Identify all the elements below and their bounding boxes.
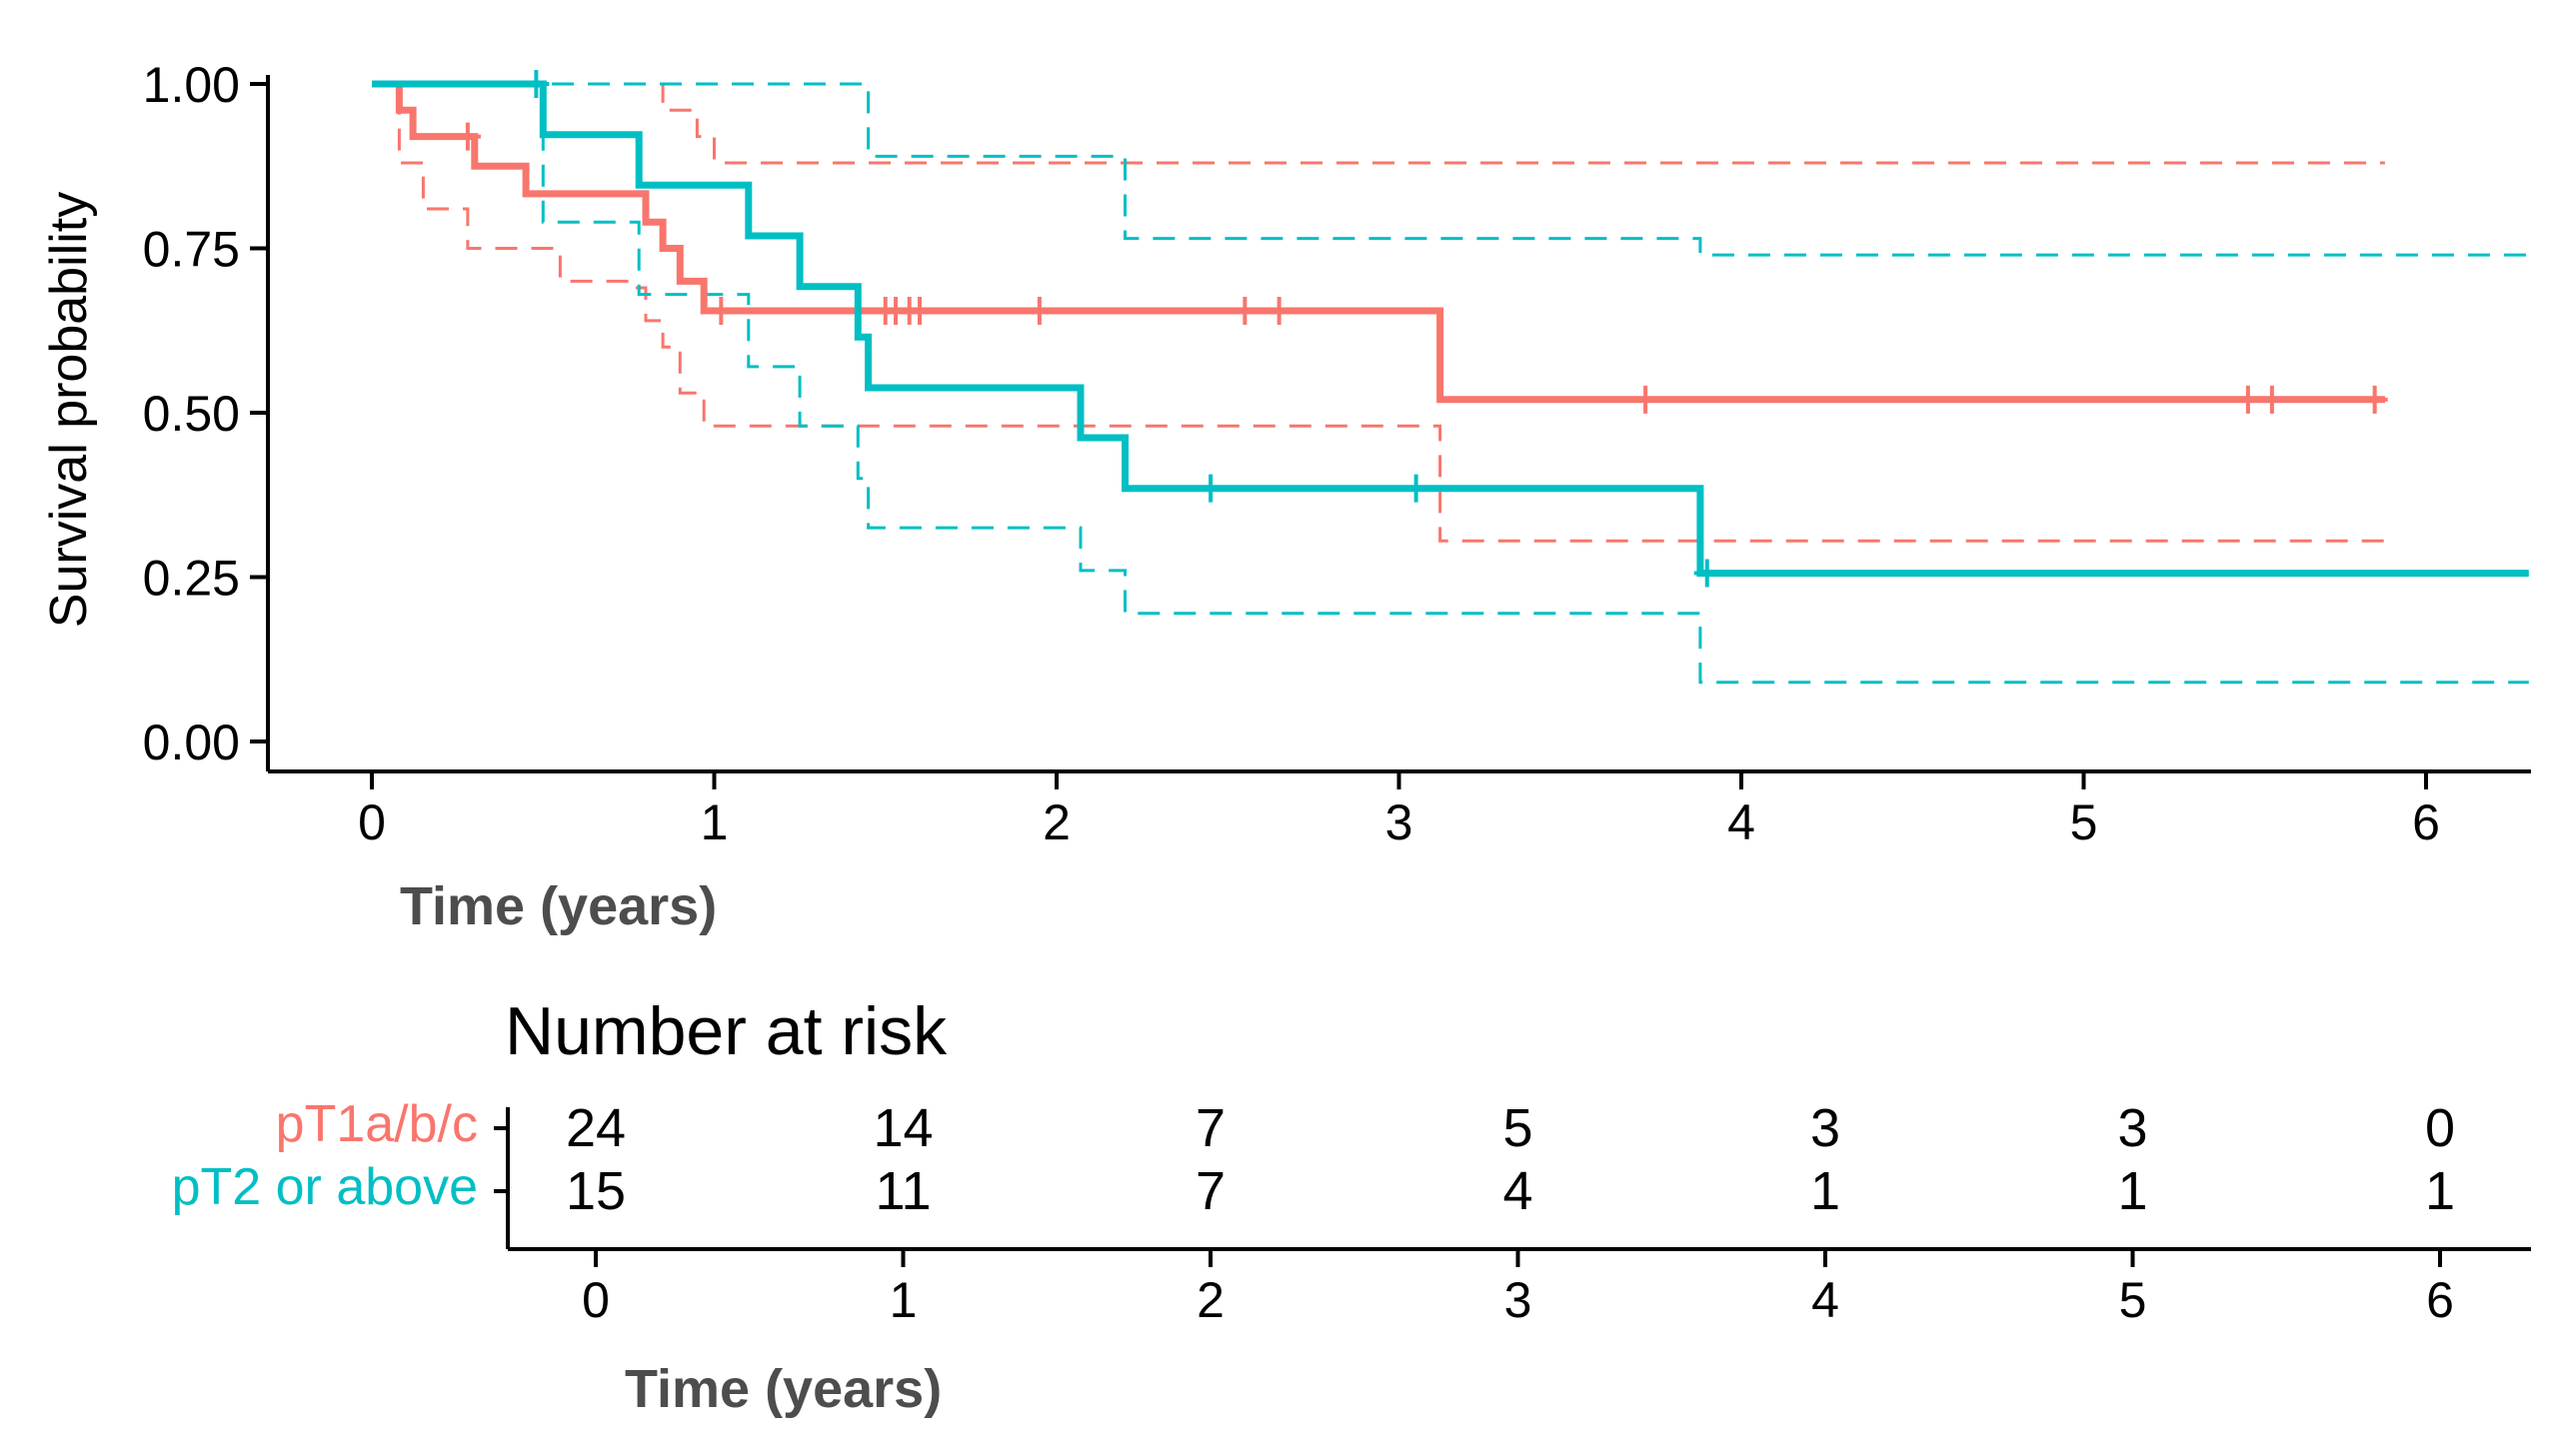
risk-count: 1	[2117, 1161, 2147, 1221]
pt2-ci-upper-line	[372, 82, 2529, 257]
risk-x-tick-label: 5	[2119, 1272, 2147, 1328]
survival-curves	[372, 80, 2529, 578]
pt2-censor-mark	[1198, 474, 1225, 503]
risk-count: 0	[2425, 1098, 2455, 1158]
x-tick-label: 2	[1043, 794, 1071, 850]
pt2-censor-mark	[1693, 559, 1720, 588]
risk-table-title: Number at risk	[505, 993, 948, 1069]
risk-count: 15	[566, 1161, 626, 1221]
x-tick-label: 0	[358, 794, 386, 850]
x-tick-label: 4	[1727, 794, 1755, 850]
risk-count: 4	[1502, 1161, 1532, 1221]
risk-count: 3	[1810, 1098, 1840, 1158]
pt2-ci-lower-line	[372, 82, 2529, 685]
risk-count: 14	[873, 1098, 933, 1158]
risk-count: 5	[1502, 1098, 1532, 1158]
risk-count: 1	[1810, 1161, 1840, 1221]
pt1-censor-mark	[2234, 385, 2261, 414]
x-axis-title: Time (years)	[400, 876, 717, 936]
pt1-censor-mark	[708, 297, 735, 326]
risk-count: 11	[875, 1161, 931, 1221]
x-tick-label: 1	[701, 794, 729, 850]
pt2-censor-mark	[1402, 474, 1429, 503]
y-tick-label: 0.75	[143, 222, 240, 278]
risk-count: 1	[2425, 1161, 2455, 1221]
pt1-censor-mark	[1266, 297, 1292, 326]
pt1-survival-line	[372, 80, 2385, 404]
risk-count: 7	[1196, 1098, 1226, 1158]
censor-marks	[454, 70, 2388, 588]
confidence-bands	[372, 82, 2529, 685]
pt1-censor-mark	[2361, 385, 2388, 414]
x-tick-label: 6	[2412, 794, 2440, 850]
pt2-censor-mark	[523, 70, 550, 98]
risk-x-tick-label: 2	[1197, 1272, 1225, 1328]
pt1-censor-mark	[1026, 297, 1053, 326]
pt2-survival-line	[372, 80, 2529, 578]
y-axis-title: Survival probability	[40, 192, 98, 628]
pt1-ci-lower-line	[372, 82, 2385, 543]
x-tick-label: 3	[1385, 794, 1413, 850]
pt1-censor-mark	[2258, 385, 2285, 414]
km-plot: 0.00 0.25 0.50 0.75 1.00 0 1 2 3 4 5 6 Survival pr…	[40, 57, 2531, 936]
risk-row-label: pT1a/b/c	[276, 1095, 478, 1153]
y-tick-label: 1.00	[143, 57, 240, 113]
y-axis-ticks: 0.00 0.25 0.50 0.75 1.00	[143, 57, 268, 770]
risk-x-ticks: 0 1 2 3 4 5 6	[582, 1249, 2454, 1328]
risk-count: 24	[566, 1098, 626, 1158]
risk-x-tick-label: 1	[890, 1272, 918, 1328]
risk-count: 7	[1196, 1161, 1226, 1221]
risk-x-tick-label: 4	[1811, 1272, 1839, 1328]
pt1-censor-mark	[907, 297, 933, 326]
risk-x-tick-label: 3	[1504, 1272, 1532, 1328]
x-tick-label: 5	[2070, 794, 2098, 850]
y-tick-label: 0.00	[143, 715, 240, 770]
risk-row-label: pT2 or above	[172, 1158, 478, 1216]
risk-x-axis-title: Time (years)	[625, 1359, 942, 1419]
y-tick-label: 0.50	[143, 386, 240, 442]
risk-x-tick-label: 0	[582, 1272, 610, 1328]
pt1-ci-upper-line	[372, 82, 2385, 165]
pt1-censor-mark	[454, 122, 481, 151]
x-axis-ticks: 0 1 2 3 4 5 6	[358, 771, 2440, 850]
risk-x-tick-label: 6	[2426, 1272, 2454, 1328]
risk-count: 3	[2117, 1098, 2147, 1158]
y-tick-label: 0.25	[143, 551, 240, 607]
pt1-censor-mark	[1632, 385, 1659, 414]
pt1-censor-mark	[1232, 297, 1259, 326]
